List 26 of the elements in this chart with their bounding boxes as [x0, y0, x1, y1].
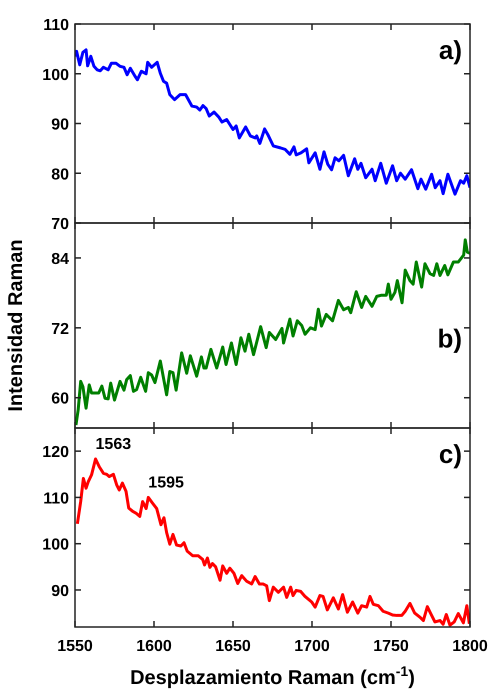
- annotation: a): [438, 35, 462, 65]
- x-tick-label: 1550: [57, 638, 93, 655]
- y-tick-label: 120: [42, 444, 70, 462]
- y-tick-label: 80: [51, 166, 70, 184]
- y-tick-label: 72: [51, 320, 70, 338]
- x-tick-label: 1700: [294, 638, 330, 655]
- x-tick-label: 1750: [373, 638, 409, 655]
- y-tick-label: 70: [51, 216, 70, 233]
- y-tick-label: 84: [51, 250, 70, 268]
- annotation: c): [438, 439, 462, 469]
- annotation: 1595: [148, 474, 184, 492]
- y-tick-label: 100: [42, 536, 70, 554]
- annotation: 1563: [96, 436, 132, 454]
- y-tick-label: 60: [51, 390, 70, 408]
- x-tick-label: 1800: [452, 638, 488, 655]
- y-tick-label: 110: [43, 490, 70, 508]
- line-series: [75, 238, 470, 427]
- y-tick-label: 110: [43, 17, 70, 34]
- y-axis-title: Intensidad Raman: [5, 239, 27, 412]
- y-tick-label: 90: [51, 116, 70, 134]
- y-tick-label: 100: [42, 66, 70, 84]
- y-tick-label: 90: [51, 582, 70, 600]
- x-axis-title: Desplazamiento Raman (cm$^{-1}$): [130, 663, 415, 689]
- x-tick-label: 1650: [215, 638, 251, 655]
- annotation: b): [437, 324, 462, 354]
- x-tick-label: 1600: [136, 638, 172, 655]
